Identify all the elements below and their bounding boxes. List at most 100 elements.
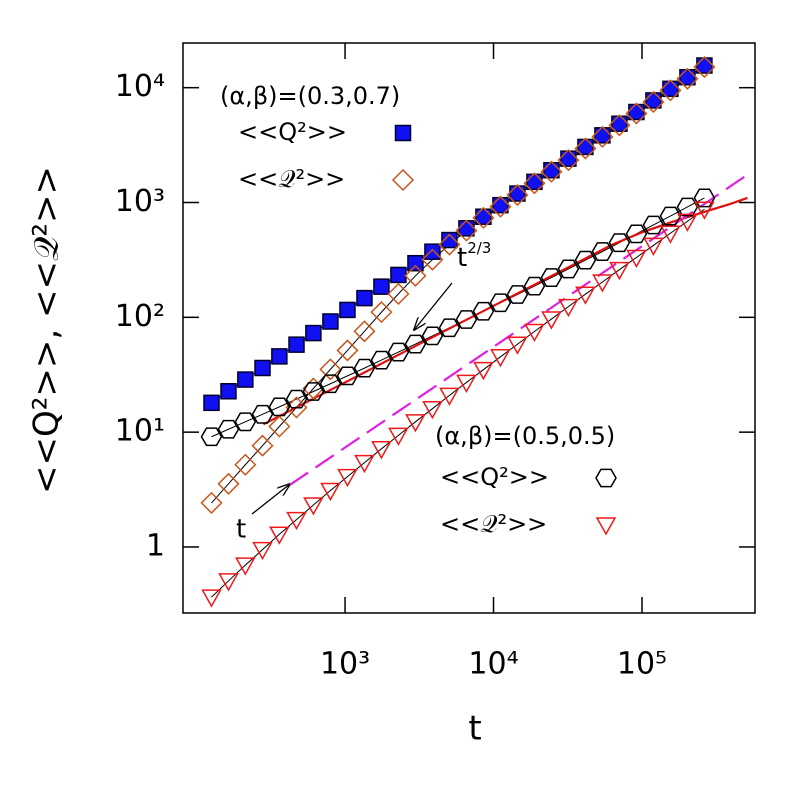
marker-diamond <box>591 125 614 148</box>
marker-hexagon <box>659 206 682 226</box>
marker-diamond <box>642 90 665 114</box>
marker-triangle <box>558 298 579 318</box>
marker-diamond <box>455 219 478 242</box>
marker-diamond <box>268 415 291 438</box>
marker-triangle <box>218 573 239 592</box>
marker-hexagon <box>438 318 461 338</box>
plot-frame <box>182 42 756 614</box>
marker-triangle <box>490 349 511 368</box>
marker-hexagon <box>285 389 308 409</box>
marker-square <box>254 359 271 377</box>
marker-square <box>203 394 220 412</box>
marker-triangle <box>422 400 443 420</box>
marker-square <box>322 313 339 330</box>
marker-diamond <box>540 160 563 183</box>
marker-triangle <box>575 286 596 305</box>
marker-hexagon <box>625 224 648 244</box>
marker-hexagon <box>523 276 546 296</box>
legend-label: <<𝒬²>> <box>238 165 345 193</box>
marker-triangle <box>677 213 698 232</box>
marker-diamond <box>370 301 393 324</box>
marker-diamond <box>387 282 410 305</box>
marker-hexagon <box>693 188 716 208</box>
marker-square <box>356 289 373 307</box>
annotation-text: t <box>457 243 467 273</box>
marker-triangle <box>320 482 341 502</box>
marker-diamond <box>557 149 580 172</box>
marker-hexagon <box>200 427 223 447</box>
marker-triangle <box>609 261 630 281</box>
marker-triangle <box>473 361 494 381</box>
y-tick-label: 10³ <box>115 184 165 219</box>
marker-hexagon <box>676 197 699 217</box>
marker-diamond <box>391 168 415 192</box>
y-tick-label: 10² <box>115 299 165 334</box>
marker-hexagon <box>421 326 444 346</box>
marker-hexagon <box>608 233 631 253</box>
marker-triangle <box>541 311 562 330</box>
marker-diamond <box>506 183 529 207</box>
x-axis-label: t <box>468 709 481 749</box>
annotation-sup: 2/3 <box>467 239 491 257</box>
marker-square <box>407 254 424 272</box>
marker-diamond <box>693 55 716 79</box>
y-axis-label: <<Q²>>, <<𝒬²>> <box>27 166 67 494</box>
marker-triangle <box>595 517 617 536</box>
y-tick-label: 10¹ <box>115 414 165 449</box>
marker-hexagon <box>353 358 376 378</box>
marker-hexagon <box>336 366 359 386</box>
marker-square <box>394 124 412 142</box>
marker-hexagon <box>557 259 580 279</box>
marker-triangle <box>286 511 307 531</box>
marker-hexagon <box>217 419 240 439</box>
marker-diamond <box>489 195 512 218</box>
legend-title: (α,β)=(0.3,0.7) <box>220 82 400 110</box>
marker-square <box>288 336 305 353</box>
marker-hexagon <box>319 374 342 394</box>
marker-triangle <box>235 557 256 576</box>
marker-triangle <box>456 374 477 393</box>
x-tick-label: 10³ <box>320 647 370 682</box>
marker-triangle <box>371 441 392 460</box>
marker-square <box>390 266 407 284</box>
marker-hexagon <box>591 242 614 261</box>
marker-diamond <box>625 102 648 125</box>
marker-hexagon <box>574 250 597 270</box>
marker-diamond <box>676 67 699 90</box>
y-tick-label: 1 <box>146 528 165 563</box>
marker-hexagon <box>370 350 393 370</box>
marker-diamond <box>404 264 427 287</box>
annotation-arrow <box>251 484 290 515</box>
marker-triangle <box>337 468 358 488</box>
marker-triangle <box>303 497 324 516</box>
marker-triangle <box>269 526 290 545</box>
marker-hexagon <box>489 293 512 313</box>
legend-title: (α,β)=(0.5,0.5) <box>435 422 615 450</box>
marker-triangle <box>405 414 426 433</box>
annotation: t <box>236 515 246 545</box>
annotation: t2/3 <box>457 239 491 273</box>
marker-hexagon <box>234 412 257 432</box>
marker-square <box>475 208 492 225</box>
marker-triangle <box>388 427 409 446</box>
marker-diamond <box>353 320 376 343</box>
marker-diamond <box>523 172 546 195</box>
marker-diamond <box>319 358 342 381</box>
marker-diamond <box>608 114 631 137</box>
marker-triangle <box>626 249 647 269</box>
marker-square <box>424 243 441 260</box>
marker-triangle <box>694 201 715 220</box>
x-tick-label: 10⁵ <box>617 647 667 682</box>
marker-hexagon <box>540 268 563 287</box>
y-tick-label: 10⁴ <box>115 69 165 104</box>
marker-triangle <box>660 225 681 244</box>
legend-label: <<Q²>> <box>238 118 347 146</box>
marker-diamond <box>574 137 597 160</box>
marker-square <box>237 371 254 388</box>
plot-area <box>200 55 749 608</box>
marker-diamond <box>421 248 444 271</box>
marker-square <box>441 231 458 249</box>
legend-label: <<Q²>> <box>440 463 549 491</box>
